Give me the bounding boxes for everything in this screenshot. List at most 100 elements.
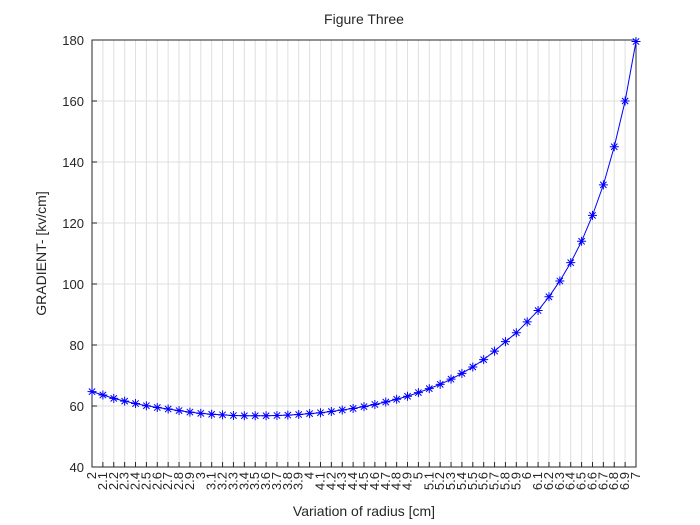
x-tick-label: 2.8 <box>171 472 186 490</box>
x-tick-label: 3.9 <box>291 472 306 490</box>
data-point <box>98 390 108 400</box>
x-tick-label: 6.2 <box>541 472 556 490</box>
y-tick-label: 180 <box>62 33 84 48</box>
data-point <box>337 405 347 415</box>
x-tick-label: 3.1 <box>204 472 219 490</box>
data-point <box>533 306 543 316</box>
x-tick-label: 2.2 <box>106 472 121 490</box>
x-tick-label: 2.4 <box>128 472 143 490</box>
x-tick-label: 6.6 <box>584 472 599 490</box>
x-tick-label: 2.7 <box>160 472 175 490</box>
data-point <box>348 403 358 413</box>
data-point <box>392 394 402 404</box>
x-tick-label: 3.2 <box>215 472 230 490</box>
data-point <box>305 409 315 419</box>
x-tick-label: 2 <box>84 472 99 479</box>
x-tick-label: 4.8 <box>389 472 404 490</box>
x-tick-label: 6.8 <box>606 472 621 490</box>
data-point <box>468 362 478 372</box>
x-tick-label: 6.4 <box>563 472 578 490</box>
data-point <box>555 276 565 286</box>
y-tick-label: 160 <box>62 94 84 109</box>
data-point <box>196 408 206 418</box>
x-tick-label: 3.8 <box>280 472 295 490</box>
data-point <box>381 397 391 407</box>
x-tick-label: 2.3 <box>117 472 132 490</box>
data-point <box>218 410 228 420</box>
x-tick-label: 6.1 <box>530 472 545 490</box>
y-tick-label: 60 <box>70 399 84 414</box>
x-tick-label: 4.3 <box>334 472 349 490</box>
data-point <box>152 403 162 413</box>
x-tick-label: 2.5 <box>138 472 153 490</box>
x-tick-label: 4 <box>302 472 317 479</box>
data-point <box>283 410 293 420</box>
x-tick-label: 6.5 <box>574 472 589 490</box>
x-tick-label: 6.7 <box>595 472 610 490</box>
x-tick-label: 5.4 <box>454 472 469 490</box>
x-tick-label: 4.6 <box>367 472 382 490</box>
data-point <box>315 408 325 418</box>
x-tick-label: 4.2 <box>323 472 338 490</box>
data-point <box>120 396 130 406</box>
data-point <box>163 404 173 414</box>
data-point <box>424 384 434 394</box>
y-tick-label: 40 <box>70 460 84 475</box>
data-point <box>250 411 260 421</box>
y-tick-label: 80 <box>70 338 84 353</box>
data-point <box>522 317 532 327</box>
data-point <box>261 411 271 421</box>
data-point <box>457 368 467 378</box>
data-point <box>403 391 413 401</box>
x-tick-label: 3.5 <box>247 472 262 490</box>
x-tick-label: 5.6 <box>476 472 491 490</box>
data-point <box>228 410 238 420</box>
y-tick-label: 100 <box>62 277 84 292</box>
x-tick-label: 2.9 <box>182 472 197 490</box>
data-point <box>598 180 608 190</box>
x-tick-label: 4.4 <box>345 472 360 490</box>
x-tick-label: 5.1 <box>421 472 436 490</box>
data-point <box>413 388 423 398</box>
data-point <box>359 402 369 412</box>
data-point <box>435 379 445 389</box>
data-point <box>620 96 630 106</box>
x-tick-label: 4.9 <box>400 472 415 490</box>
data-point <box>587 210 597 220</box>
x-tick-label: 5.8 <box>497 472 512 490</box>
data-point <box>544 292 554 302</box>
data-point <box>479 355 489 365</box>
data-point <box>131 399 141 409</box>
x-tick-label: 4.7 <box>378 472 393 490</box>
x-tick-label: 5.9 <box>508 472 523 490</box>
data-point <box>609 142 619 152</box>
x-tick-label: 6.9 <box>617 472 632 490</box>
x-tick-label: 3.4 <box>236 472 251 490</box>
data-point <box>577 236 587 246</box>
y-axis-label: GRADIENT- [kv/cm] <box>33 191 49 315</box>
x-tick-label: 5.7 <box>487 472 502 490</box>
x-tick-label: 5.2 <box>432 472 447 490</box>
data-point <box>207 409 217 419</box>
data-point <box>109 393 119 403</box>
data-point <box>326 406 336 416</box>
y-tick-label: 120 <box>62 216 84 231</box>
chart-title: Figure Three <box>324 11 404 27</box>
data-point <box>370 399 380 409</box>
data-point <box>490 346 500 356</box>
x-tick-label: 6.3 <box>552 472 567 490</box>
x-axis-label: Variation of radius [cm] <box>293 503 435 519</box>
data-point <box>631 37 641 47</box>
x-tick-label: 6 <box>519 472 534 479</box>
x-tick-label: 3.7 <box>269 472 284 490</box>
x-tick-label: 4.1 <box>312 472 327 490</box>
data-point <box>446 374 456 384</box>
x-tick-label: 3.3 <box>225 472 240 490</box>
x-tick-label: 3 <box>193 472 208 479</box>
x-tick-label: 7 <box>628 472 643 479</box>
data-point <box>272 410 282 420</box>
data-point <box>500 337 510 347</box>
data-point <box>566 258 576 268</box>
data-point <box>141 401 151 411</box>
data-point <box>185 407 195 417</box>
